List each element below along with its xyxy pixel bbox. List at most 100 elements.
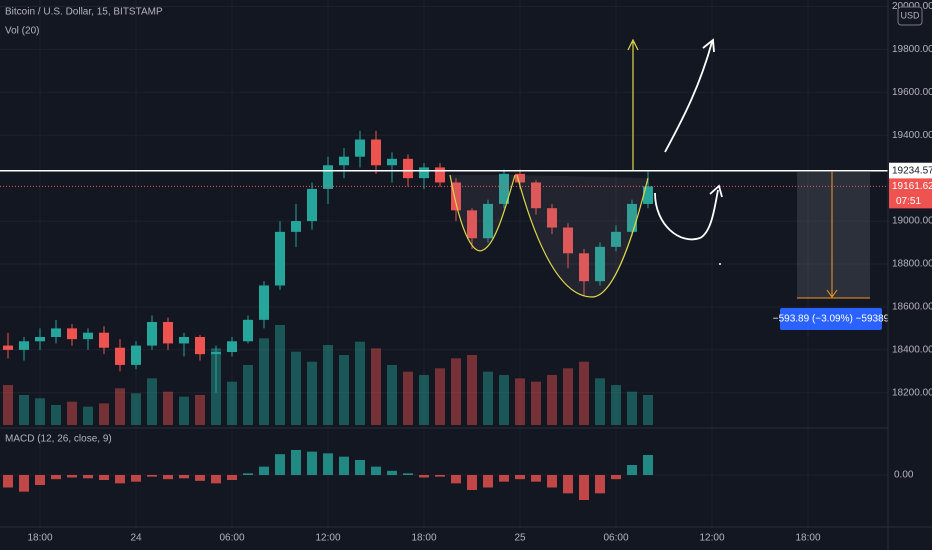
macd-bar (403, 473, 413, 475)
macd-bar (515, 475, 525, 480)
y-tick-label: 18200.00 (892, 387, 932, 398)
macd-bar (307, 451, 317, 475)
candle-body (579, 253, 589, 282)
y-tick-label: 19600.00 (892, 87, 932, 98)
candle-body (291, 221, 301, 232)
candle-body (531, 182, 541, 209)
volume-bar (419, 375, 429, 425)
volume-bar (627, 391, 637, 425)
macd-bar (211, 475, 221, 484)
candle-body (211, 352, 221, 355)
currency[interactable]: USD (900, 10, 920, 20)
macd-bar (275, 454, 285, 475)
candle-body (435, 167, 445, 183)
macd-bar (115, 475, 125, 484)
volume-bar (323, 345, 333, 425)
macd-bar (227, 475, 237, 480)
candle-body (595, 246, 605, 282)
bull-arrow (664, 38, 715, 153)
volume-bar (291, 351, 301, 425)
volume-bar (387, 365, 397, 425)
candle-body (467, 210, 477, 239)
price-axis (888, 0, 932, 550)
macd-bar (35, 475, 45, 485)
candle-body (19, 341, 29, 350)
volume-bar (579, 361, 589, 425)
volume-bar (99, 403, 109, 425)
candle-body (371, 139, 381, 166)
volume-bar (147, 378, 157, 425)
dot (719, 263, 721, 265)
candle-body (403, 158, 413, 179)
candle-body (451, 182, 461, 211)
candle-body (83, 332, 93, 340)
currency-box[interactable] (897, 6, 923, 26)
macd-bar (339, 456, 349, 475)
volume-bar (355, 341, 365, 425)
volume-bar (195, 395, 205, 425)
candle-body (51, 328, 61, 337)
macd-bar (483, 475, 493, 488)
candle-body (515, 173, 525, 183)
candle-body (3, 345, 13, 350)
candle-body (35, 336, 45, 342)
volume-bar (227, 381, 237, 425)
macd-bar (243, 473, 253, 475)
macd-bar (643, 455, 653, 475)
candle-body (99, 332, 109, 348)
volume-bar (563, 368, 573, 425)
volume-bar (83, 406, 93, 425)
volume-bar (3, 385, 13, 425)
candle-body (339, 156, 349, 166)
volume-bar (435, 368, 445, 425)
macd-bar (259, 466, 269, 475)
macd-bar (435, 475, 445, 477)
macd-bar (595, 475, 605, 494)
macd-bar (51, 475, 61, 480)
macd-bar (291, 450, 301, 475)
candle-body (611, 231, 621, 247)
candle-body (259, 285, 269, 320)
symbol-title: Bitcoin / U.S. Dollar, 15, BITSTAMP (5, 7, 163, 18)
volume-bar (243, 365, 253, 425)
countdown-label: 07:51 (896, 196, 921, 207)
macd-bar (499, 475, 509, 482)
resistance-label-bg (889, 162, 932, 179)
macd-bar (131, 475, 141, 482)
y-tick-label: 19400.00 (892, 130, 932, 141)
volume-bar (643, 395, 653, 425)
candle-body (355, 139, 365, 157)
candle-body (563, 227, 573, 254)
volume-bar (483, 371, 493, 425)
x-tick-label: 24 (130, 533, 142, 544)
macd-bar (451, 475, 461, 484)
x-tick-label: 12:00 (699, 533, 724, 544)
macd-bar (195, 475, 205, 481)
candle-body (627, 203, 637, 232)
macd-tick-label: 0.00 (894, 470, 914, 481)
candle-body (179, 336, 189, 344)
target-arrow (627, 38, 639, 170)
candle-body (131, 345, 141, 365)
macd-bar (355, 460, 365, 475)
x-tick-label: 25 (514, 533, 526, 544)
volume-bar (115, 388, 125, 425)
x-tick-label: 06:00 (219, 533, 244, 544)
candle-body (483, 203, 493, 239)
candle-body (643, 186, 653, 204)
y-tick-label: 18400.00 (892, 345, 932, 356)
candle-body (323, 165, 333, 189)
volume-bar (35, 398, 45, 425)
macd-bar (179, 475, 189, 479)
y-tick-label: 18800.00 (892, 259, 932, 270)
volume-bar (163, 391, 173, 425)
last-price-bg (889, 178, 932, 209)
plot (0, 130, 888, 500)
macd-bar (579, 475, 589, 500)
volume-bar (595, 378, 605, 425)
measure-label-bg (780, 308, 882, 330)
volume-bar (547, 375, 557, 425)
volume-bar (371, 348, 381, 425)
